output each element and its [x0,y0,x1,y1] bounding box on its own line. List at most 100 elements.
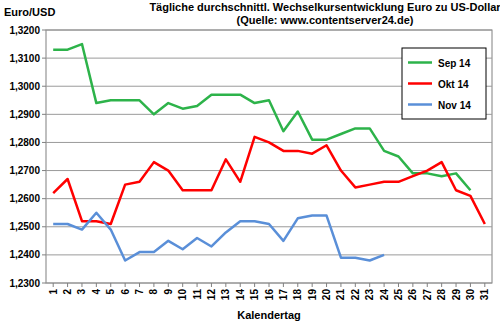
tick-mark [283,283,284,287]
title: Tägliche durchschnittl. Wechselkursentwi… [149,1,500,13]
x-tick-label: 9 [163,289,174,295]
tick-mark [139,283,140,287]
tick-mark [211,283,212,287]
legend-swatch [408,103,432,106]
tick-mark [484,283,485,287]
tick-mark [182,283,183,287]
grid-line [46,226,492,227]
tick-mark [470,283,471,287]
tick-mark [398,283,399,287]
tick-mark [42,226,46,227]
x-tick-label: 29 [451,289,462,301]
x-tick-label: 8 [148,289,159,295]
x-tick-label: 22 [350,289,361,301]
x-tick-label: 5 [105,289,116,295]
x-tick-label: 17 [278,289,289,301]
legend-label: Sep 14 [438,58,471,69]
y-tick-label: 1,2800 [9,137,40,148]
legend-swatch [408,82,432,85]
x-tick-label: 19 [307,289,318,301]
x-tick-label: 10 [177,289,188,301]
legend-swatch [408,61,432,64]
y-tick-label: 1,2400 [9,249,40,260]
x-tick-label: 31 [479,289,490,301]
tick-mark [42,283,46,284]
x-tick-label: 1 [48,289,59,295]
tick-mark [240,283,241,287]
tick-mark [153,283,154,287]
x-tick-label: 15 [249,289,260,301]
x-tick-label: 26 [407,289,418,301]
tick-mark [42,170,46,171]
tick-mark [269,283,270,287]
y-tick-label: 1,2300 [9,278,40,289]
x-axis-label: Kalendertag [237,309,301,321]
y-tick-label: 1,2900 [9,109,40,120]
y-axis-label: Euro/USD [4,6,55,18]
y-tick-label: 1,2500 [9,221,40,232]
tick-mark [427,283,428,287]
y-tick-label: 1,3200 [9,25,40,36]
tick-mark [369,283,370,287]
legend-box [402,48,486,119]
y-tick-label: 1,3000 [9,81,40,92]
tick-mark [197,283,198,287]
legend-label: Okt 14 [438,79,469,90]
tick-mark [340,283,341,287]
tick-mark [42,58,46,59]
tick-mark [53,283,54,287]
grid-line [46,254,492,255]
tick-mark [42,254,46,255]
y-tick-label: 1,2600 [9,193,40,204]
tick-mark [42,30,46,31]
tick-mark [42,142,46,143]
x-tick-label: 30 [465,289,476,301]
tick-mark [412,283,413,287]
grid-line [46,30,492,31]
tick-mark [81,283,82,287]
tick-mark [42,86,46,87]
tick-mark [456,283,457,287]
tick-mark [384,283,385,287]
x-tick-label: 14 [235,289,246,301]
tick-mark [326,283,327,287]
tick-mark [355,283,356,287]
x-tick-label: 20 [321,289,332,301]
tick-mark [168,283,169,287]
tick-mark [96,283,97,287]
x-tick-label: 4 [91,289,102,295]
series-line [53,137,485,224]
x-tick-label: 16 [264,289,275,301]
x-tick-label: 28 [436,289,447,301]
tick-mark [67,283,68,287]
tick-mark [42,198,46,199]
grid-line [46,198,492,199]
x-tick-label: 6 [120,289,131,295]
chart: 1,2300 1,2400 1,2500 1,2600 1,2700 1,2800 1,29… [0,0,500,323]
tick-mark [254,283,255,287]
tick-mark [125,283,126,287]
legend: Sep 14 Okt 14 Nov 14 [402,48,486,119]
series-line [53,213,384,261]
x-tick-label: 21 [335,289,346,301]
x-tick-label: 25 [393,289,404,301]
x-tick-label: 13 [220,289,231,301]
x-tick-label: 24 [379,289,390,301]
subtitle: (Quelle: www.contentserver24.de) [237,14,414,26]
tick-mark [297,283,298,287]
y-tick-label: 1,3100 [9,53,40,64]
x-tick-label: 2 [62,289,73,295]
tick-mark [225,283,226,287]
tick-mark [312,283,313,287]
x-tick-label: 18 [292,289,303,301]
x-tick-label: 3 [76,289,87,295]
legend-label: Nov 14 [438,100,471,111]
y-tick-label: 1,2700 [9,165,40,176]
tick-mark [441,283,442,287]
x-tick-label: 12 [206,289,217,301]
x-tick-label: 7 [134,289,145,295]
plot-area [46,30,492,283]
x-tick-label: 11 [192,289,203,300]
tick-mark [42,114,46,115]
x-tick-label: 27 [422,289,433,301]
